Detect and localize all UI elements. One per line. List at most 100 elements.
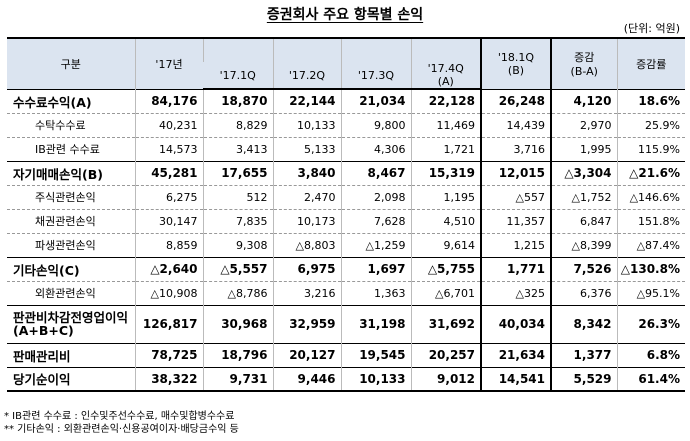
cell-rate: 26.3%	[616, 304, 685, 343]
cell-q3: 9,800	[340, 112, 411, 137]
cell-chg: 6,847	[550, 208, 617, 233]
header-17q4: '17.4Q (A)	[410, 62, 481, 90]
cell-q4: 1,195	[410, 184, 481, 209]
cell-q18: 1,215	[480, 232, 552, 257]
cell-q1: △5,557	[202, 256, 273, 281]
row-label: 자기매매손익(B)	[7, 160, 135, 185]
cell-q18: 1,771	[480, 256, 552, 281]
table-row: 당기순이익 38,322 9,731 9,446 10,133 9,012 14,541 5,…	[7, 366, 685, 392]
cell-q4: △5,755	[410, 256, 481, 281]
cell-q2: 3,840	[272, 160, 341, 185]
cell-y17: △10,908	[134, 280, 203, 305]
cell-q18: 14,439	[480, 112, 552, 137]
cell-q2: 9,446	[272, 366, 341, 392]
cell-q1: △8,786	[202, 280, 273, 305]
table-row: 기타손익(C) △2,640 △5,557 6,975 1,697 △5,755 1,771…	[7, 256, 685, 281]
cell-q3: 31,198	[340, 304, 411, 343]
cell-chg: 6,376	[550, 280, 617, 305]
cell-q4: 22,128	[410, 88, 481, 113]
cell-q3: 1,697	[340, 256, 411, 281]
cell-q1: 7,835	[202, 208, 273, 233]
cell-chg: 2,970	[550, 112, 617, 137]
cell-q4: △6,701	[410, 280, 481, 305]
cell-y17: 78,725	[134, 342, 203, 367]
cell-q3: 2,098	[340, 184, 411, 209]
cell-chg: 5,529	[550, 366, 617, 392]
cell-y17: △2,640	[134, 256, 203, 281]
cell-q4: 15,319	[410, 160, 481, 185]
income-table: 구분 '17년 '18.1Q (B) 증감 (B-A) 증감률 '17.1Q '17…	[7, 37, 685, 392]
cell-q18: △557	[480, 184, 552, 209]
cell-q18: 12,015	[480, 160, 552, 185]
row-label: 판관비차감전영업이익(A+B+C)	[7, 304, 135, 343]
header-rate: 증감률	[616, 37, 685, 89]
cell-rate: 61.4%	[616, 366, 685, 392]
cell-q1: 17,655	[202, 160, 273, 185]
row-label: 수수료수익(A)	[7, 88, 135, 113]
cell-q4: 11,469	[410, 112, 481, 137]
table-row: 자기매매손익(B) 45,281 17,655 3,840 8,467 15,319 12,…	[7, 160, 685, 185]
header-category: 구분	[7, 37, 135, 89]
cell-q3: △1,259	[340, 232, 411, 257]
cell-rate: △87.4%	[616, 232, 685, 257]
unit-label: (단위: 억원)	[623, 22, 680, 35]
cell-chg: 1,377	[550, 342, 617, 367]
cell-q3: 21,034	[340, 88, 411, 113]
header-17q1: '17.1Q	[203, 62, 273, 90]
footnote: ** 기타손익 : 외환관련손익·신용공여이자·배당금수익 등	[4, 424, 239, 435]
row-label: 파생관련손익	[7, 232, 135, 257]
header-17q3: '17.3Q	[340, 62, 411, 90]
table-row: 외환관련손익 △10,908 △8,786 3,216 1,363 △6,701 △325 6…	[7, 280, 685, 305]
cell-q2: 10,173	[272, 208, 341, 233]
cell-q2: 10,133	[272, 112, 341, 137]
cell-q1: 3,413	[202, 136, 273, 161]
cell-q4: 9,614	[410, 232, 481, 257]
row-label: 기타손익(C)	[7, 256, 135, 281]
cell-q4: 1,721	[410, 136, 481, 161]
cell-q1: 9,308	[202, 232, 273, 257]
cell-rate: △146.6%	[616, 184, 685, 209]
cell-q2: 32,959	[272, 304, 341, 343]
cell-q18: 21,634	[480, 342, 552, 367]
header-17q2: '17.2Q	[272, 62, 341, 90]
row-label: 당기순이익	[7, 366, 135, 392]
header-change: 증감 (B-A)	[550, 37, 617, 89]
cell-y17: 38,322	[134, 366, 203, 392]
cell-q18: 11,357	[480, 208, 552, 233]
cell-q1: 18,796	[202, 342, 273, 367]
row-label: IB관련 수수료	[7, 136, 135, 161]
cell-q2: △8,803	[272, 232, 341, 257]
cell-rate: △95.1%	[616, 280, 685, 305]
cell-chg: 1,995	[550, 136, 617, 161]
cell-q1: 30,968	[202, 304, 273, 343]
cell-q2: 5,133	[272, 136, 341, 161]
row-label: 판매관리비	[7, 342, 135, 367]
cell-chg: 8,342	[550, 304, 617, 343]
cell-q4: 4,510	[410, 208, 481, 233]
cell-q1: 9,731	[202, 366, 273, 392]
cell-q18: 3,716	[480, 136, 552, 161]
table-row: 파생관련손익 8,859 9,308 △8,803 △1,259 9,614 1,215 △8…	[7, 232, 685, 257]
cell-q1: 512	[202, 184, 273, 209]
cell-q4: 31,692	[410, 304, 481, 343]
table-row: 채권관련손익 30,147 7,835 10,173 7,628 4,510 11,357 6…	[7, 208, 685, 233]
table-row: 수탁수수료 40,231 8,829 10,133 9,800 11,469 14,439 2…	[7, 112, 685, 137]
cell-q18: 26,248	[480, 88, 552, 113]
cell-y17: 14,573	[134, 136, 203, 161]
cell-rate: △21.6%	[616, 160, 685, 185]
cell-y17: 126,817	[134, 304, 203, 343]
cell-q18: 40,034	[480, 304, 552, 343]
header-2017: '17년	[134, 37, 203, 89]
cell-q3: 7,628	[340, 208, 411, 233]
cell-q2: 3,216	[272, 280, 341, 305]
row-label: 주식관련손익	[7, 184, 135, 209]
table-row: IB관련 수수료 14,573 3,413 5,133 4,306 1,721 3,716 1…	[7, 136, 685, 161]
cell-q3: 8,467	[340, 160, 411, 185]
cell-rate: 25.9%	[616, 112, 685, 137]
cell-y17: 40,231	[134, 112, 203, 137]
cell-q3: 10,133	[340, 366, 411, 392]
table-row: 주식관련손익 6,275 512 2,470 2,098 1,195 △557 △1,752 △…	[7, 184, 685, 209]
cell-chg: △3,304	[550, 160, 617, 185]
header-blank	[202, 37, 273, 62]
table-body: 수수료수익(A) 84,176 18,870 22,144 21,034 22,128 26…	[7, 88, 685, 392]
